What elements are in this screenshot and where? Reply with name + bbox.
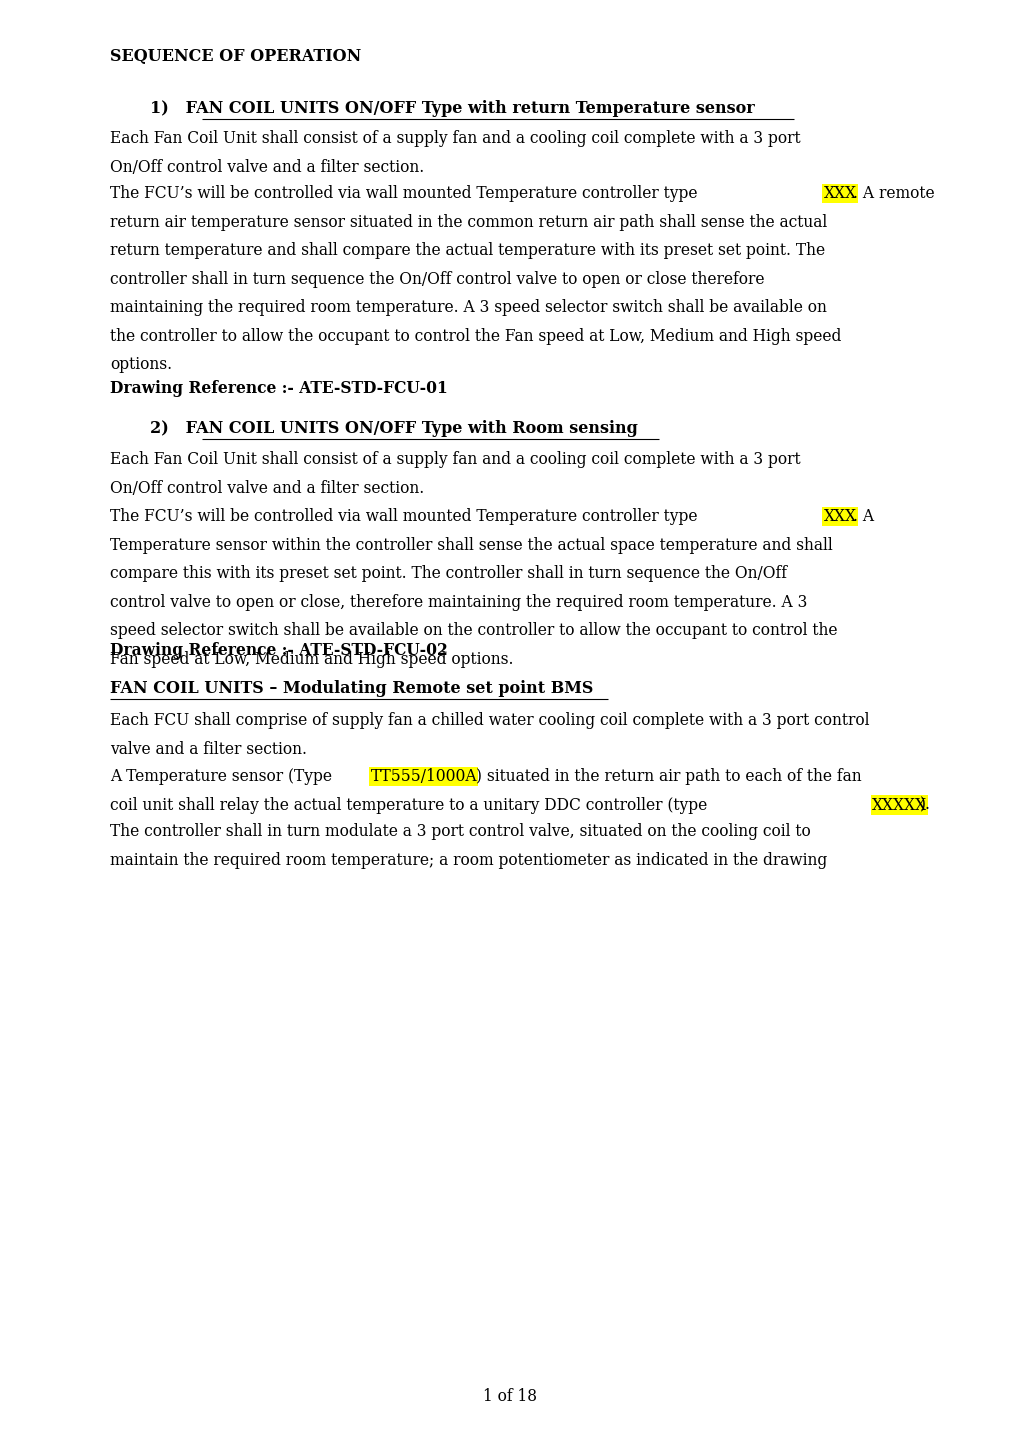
Text: 2)   FAN COIL UNITS ON/OFF Type with Room sensing: 2) FAN COIL UNITS ON/OFF Type with Room … [150, 420, 637, 437]
Text: Each Fan Coil Unit shall consist of a supply fan and a cooling coil complete wit: Each Fan Coil Unit shall consist of a su… [110, 130, 800, 147]
Text: return temperature and shall compare the actual temperature with its preset set : return temperature and shall compare the… [110, 242, 824, 258]
Text: control valve to open or close, therefore maintaining the required room temperat: control valve to open or close, therefor… [110, 593, 807, 610]
Text: compare this with its preset set point. The controller shall in turn sequence th: compare this with its preset set point. … [110, 566, 787, 582]
Text: Each Fan Coil Unit shall consist of a supply fan and a cooling coil complete wit: Each Fan Coil Unit shall consist of a su… [110, 452, 800, 468]
Text: 1 of 18: 1 of 18 [483, 1388, 536, 1405]
Text: FAN COIL UNITS – Modulating Remote set point BMS: FAN COIL UNITS – Modulating Remote set p… [110, 680, 593, 697]
Text: A Temperature sensor (Type: A Temperature sensor (Type [110, 768, 336, 785]
Text: On/Off control valve and a filter section.: On/Off control valve and a filter sectio… [110, 159, 424, 176]
Text: controller shall in turn sequence the On/Off control valve to open or close ther: controller shall in turn sequence the On… [110, 270, 764, 287]
Text: 1)   FAN COIL UNITS ON/OFF Type with return Temperature sensor: 1) FAN COIL UNITS ON/OFF Type with retur… [150, 100, 754, 117]
Text: The FCU’s will be controlled via wall mounted Temperature controller type: The FCU’s will be controlled via wall mo… [110, 185, 702, 202]
Text: The FCU’s will be controlled via wall mounted Temperature controller type: The FCU’s will be controlled via wall mo… [110, 508, 702, 525]
Text: TT555/1000A: TT555/1000A [370, 768, 477, 785]
Text: return air temperature sensor situated in the common return air path shall sense: return air temperature sensor situated i… [110, 214, 826, 231]
Text: maintain the required room temperature; a room potentiometer as indicated in the: maintain the required room temperature; … [110, 851, 826, 869]
Text: XXX: XXX [823, 185, 856, 202]
Text: XXXXX: XXXXX [871, 797, 926, 814]
Text: . A remote: . A remote [852, 185, 933, 202]
Text: coil unit shall relay the actual temperature to a unitary DDC controller (type: coil unit shall relay the actual tempera… [110, 797, 711, 814]
Text: maintaining the required room temperature. A 3 speed selector switch shall be av: maintaining the required room temperatur… [110, 299, 826, 316]
Text: options.: options. [110, 356, 172, 372]
Text: speed selector switch shall be available on the controller to allow the occupant: speed selector switch shall be available… [110, 622, 837, 639]
Text: Drawing Reference :- ATE-STD-FCU-01: Drawing Reference :- ATE-STD-FCU-01 [110, 380, 447, 397]
Text: Fan speed at Low, Medium and High speed options.: Fan speed at Low, Medium and High speed … [110, 651, 513, 668]
Text: The controller shall in turn modulate a 3 port control valve, situated on the co: The controller shall in turn modulate a … [110, 823, 810, 840]
Text: Drawing Reference :- ATE-STD-FCU-02: Drawing Reference :- ATE-STD-FCU-02 [110, 642, 447, 659]
Text: ) situated in the return air path to each of the fan: ) situated in the return air path to eac… [476, 768, 861, 785]
Text: XXX: XXX [823, 508, 856, 525]
Text: the controller to allow the occupant to control the Fan speed at Low, Medium and: the controller to allow the occupant to … [110, 328, 841, 345]
Text: Each FCU shall comprise of supply fan a chilled water cooling coil complete with: Each FCU shall comprise of supply fan a … [110, 711, 868, 729]
Text: SEQUENCE OF OPERATION: SEQUENCE OF OPERATION [110, 48, 361, 65]
Text: Temperature sensor within the controller shall sense the actual space temperatur: Temperature sensor within the controller… [110, 537, 832, 554]
Text: ).: ). [919, 797, 930, 814]
Text: valve and a filter section.: valve and a filter section. [110, 740, 307, 758]
Text: . A: . A [852, 508, 873, 525]
Text: On/Off control valve and a filter section.: On/Off control valve and a filter sectio… [110, 479, 424, 496]
